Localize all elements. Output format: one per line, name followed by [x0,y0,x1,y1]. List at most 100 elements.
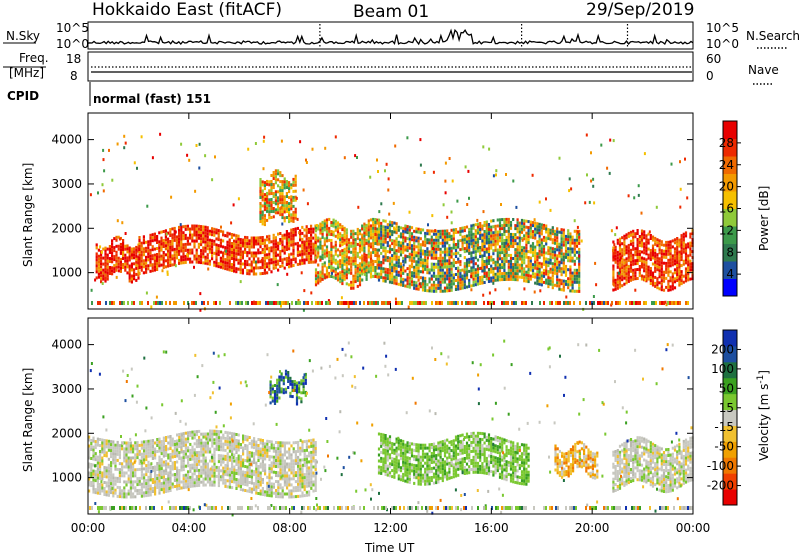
power-cell [496,224,499,228]
power-cell [334,228,337,232]
velocity-cell [158,437,161,441]
power-cell [448,265,451,269]
power-cell [682,250,685,254]
power-cell [629,269,633,273]
power-cell [393,245,396,249]
power-cell [215,252,218,256]
power-cell [651,280,655,284]
power-cell [288,214,291,218]
power-cell [388,265,392,269]
power-cell [536,258,539,262]
velocity-cell [101,450,104,454]
power-near-range-cell [139,301,141,305]
power-cell [169,234,172,237]
power-cell [654,257,657,261]
velocity-cell [147,481,150,485]
power-cell [614,260,617,264]
velocity-cell [105,466,108,470]
power-cell [246,254,249,258]
power-cell [636,229,639,232]
power-scatter-cell [102,158,105,162]
power-cell [328,253,331,257]
velocity-cell [184,482,187,486]
power-cell [483,272,486,275]
power-cell [538,261,541,265]
power-scatter-cell [538,200,541,204]
power-cell [476,237,480,241]
velocity-cell [118,480,121,484]
power-scatter-cell [237,197,240,201]
power-cell [523,246,526,250]
power-cell [175,244,178,248]
power-near-range-cell [91,301,93,305]
power-near-range-cell [381,301,383,305]
power-cell [151,245,154,249]
power-cell [266,244,269,248]
power-cell [643,245,646,249]
power-near-range-cell [471,301,473,305]
power-cell [629,263,633,267]
power-near-range-cell [607,301,609,305]
velocity-cell [178,436,181,439]
velocity-cell [147,439,150,443]
velocity-cell [191,481,194,485]
power-cell [193,230,196,234]
power-cell [430,229,433,233]
power-scatter-cell [545,197,547,201]
power-near-range-cell [173,301,175,305]
velocity-cell [169,474,172,477]
power-cell [421,258,425,262]
power-cell [553,256,557,260]
power-cell [279,250,282,253]
power-cell [627,231,630,235]
power-scatter-cell [634,288,637,292]
power-cell [534,272,537,276]
power-cell [638,268,641,271]
power-cell [334,225,337,229]
power-cell [117,256,120,260]
power-near-range-cell [105,301,107,305]
power-near-range-cell [531,301,533,305]
power-cell [137,273,140,277]
power-cell [228,241,231,245]
power-cell [350,286,353,290]
power-cell [332,260,335,264]
power-near-range-cell [415,301,417,305]
power-cell [233,269,236,273]
power-cell [135,266,138,270]
power-cell [380,221,383,225]
power-cell [651,235,655,239]
power-cell [173,238,176,242]
power-cell [178,225,181,229]
power-cell [158,249,161,253]
power-cell [393,269,396,273]
power-cell [285,257,288,260]
power-cell [341,249,344,253]
power-cell [395,279,398,283]
power-cell [130,247,133,251]
power-cell [341,267,344,271]
power-cell [171,242,174,246]
power-cell [571,238,574,242]
power-cell [119,269,122,273]
power-cell [450,270,453,274]
nsearch-tick-bottom: 10^0 [706,37,739,51]
power-cell [323,225,326,229]
power-cell [536,276,539,280]
power-cell [490,279,493,283]
power-cell [534,263,537,267]
power-near-range-cell [375,301,377,305]
power-cell [671,254,674,258]
power-cell [332,266,335,270]
power-cell [472,235,475,239]
power-scatter-cell [362,270,365,274]
velocity-cell [200,468,203,472]
power-cell [439,262,442,266]
power-near-range-cell [207,301,209,305]
velocity-cell [116,452,119,456]
power-cell [206,256,209,260]
power-cell [222,257,225,261]
power-cell [263,265,266,269]
power-cell [356,242,359,246]
velocity-cell [129,450,132,454]
